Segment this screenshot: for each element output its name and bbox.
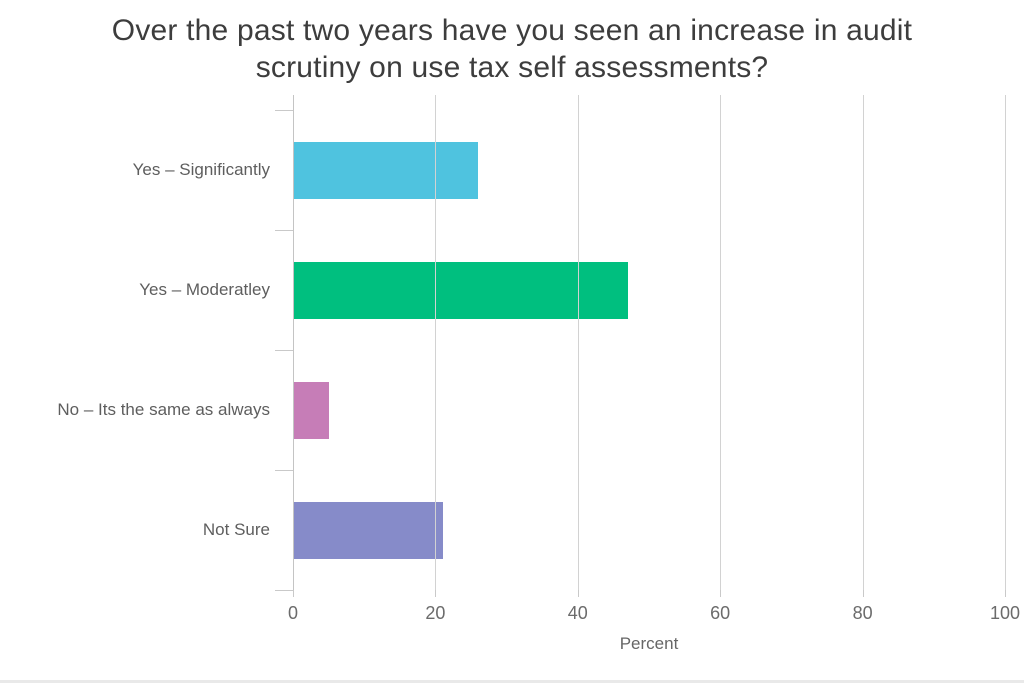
- x-axis-title: Percent: [619, 634, 679, 653]
- chart-title-line-2: scrutiny on use tax self assessments?: [255, 51, 769, 84]
- category-label-not-sure: Not Sure: [202, 520, 270, 539]
- bar-no-its-the-same-as-always[interactable]: [293, 381, 329, 439]
- x-tick-label-60: 60: [710, 603, 731, 623]
- x-gridline-60: [720, 95, 722, 590]
- bar-yes-moderatley[interactable]: [293, 261, 628, 319]
- chart-title: Over the past two years have you seen an…: [0, 12, 1024, 86]
- x-axis-tick-60: [720, 590, 722, 597]
- x-axis-tick-20: [435, 590, 437, 597]
- x-tick-label-40: 40: [567, 603, 588, 623]
- y-axis-tick-4: [275, 590, 293, 591]
- category-labels: Yes – Significantly Yes – Moderatley No – …: [0, 110, 270, 590]
- x-axis-tick-100: [1005, 590, 1006, 597]
- x-tick-label-100: 100: [989, 603, 1021, 623]
- bar-yes-significantly[interactable]: [293, 141, 479, 199]
- x-tick-label-80: 80: [852, 603, 873, 623]
- bar-not-sure[interactable]: [293, 501, 443, 559]
- y-axis-line: [293, 95, 294, 590]
- x-tick-label-0: 0: [287, 603, 299, 623]
- plot-area: [275, 95, 1006, 597]
- y-axis-tick-1: [275, 230, 293, 231]
- y-axis-tick-2: [275, 350, 293, 351]
- x-gridline-80: [862, 95, 864, 590]
- bars-layer: [275, 110, 1005, 591]
- y-axis-tick-0: [275, 110, 293, 111]
- category-label-no-its-the-same-as-always: No – Its the same as always: [57, 400, 270, 419]
- x-tick-label-20: 20: [425, 603, 446, 623]
- x-gridline-40: [577, 95, 579, 590]
- x-axis-tick-40: [577, 590, 579, 597]
- chart-title-line-1: Over the past two years have you seen an…: [111, 14, 913, 47]
- category-label-yes-moderatley: Yes – Moderatley: [139, 280, 270, 299]
- x-axis-tick-80: [862, 590, 864, 597]
- x-tick-labels: 0 20 40 60 80 100: [288, 601, 1020, 625]
- category-label-yes-significantly: Yes – Significantly: [132, 160, 270, 179]
- x-gridline-100: [1005, 95, 1006, 590]
- x-axis-tick-0: [293, 590, 294, 597]
- y-axis-tick-3: [275, 470, 293, 471]
- x-gridline-20: [435, 95, 437, 590]
- bottom-border: [0, 680, 1024, 683]
